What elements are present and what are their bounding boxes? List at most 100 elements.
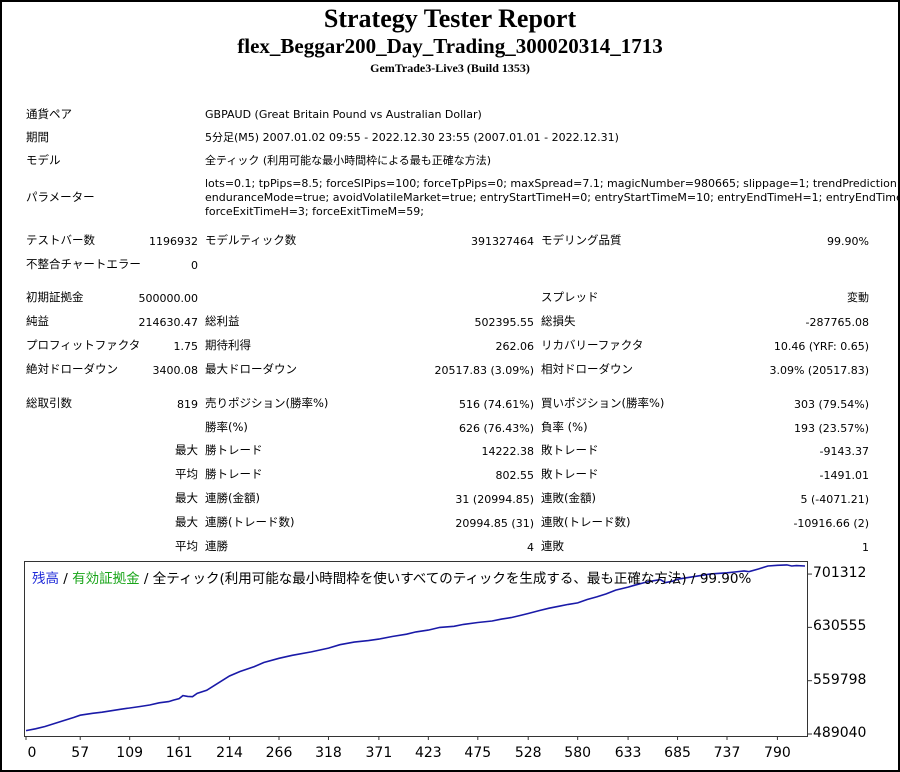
cons-loss-count-label: 連敗(トレード数) xyxy=(541,515,631,529)
x-tick-label: 371 xyxy=(365,745,393,761)
deposit-label: 初期証拠金 xyxy=(26,290,84,304)
mismatch-value: 0 xyxy=(191,259,198,272)
avg-win-value: 802.55 xyxy=(495,469,535,482)
net-profit-value: 214630.47 xyxy=(138,316,199,329)
params-line: lots=0.1; tpPips=8.5; forceSlPips=100; f… xyxy=(205,177,900,190)
y-tick-label: 489040 xyxy=(813,725,867,741)
x-tick-label: 423 xyxy=(414,745,442,761)
gross-profit-label: 総利益 xyxy=(205,314,240,328)
x-tick-label: 318 xyxy=(315,745,342,761)
symbol-value: GBPAUD (Great Britain Pound vs Australia… xyxy=(205,108,482,121)
avg-cons-win-label: 連勝 xyxy=(205,539,228,553)
abs-drawdown-label: 絶対ドローダウン xyxy=(26,362,118,376)
spread-value: 変動 xyxy=(847,291,869,304)
x-tick-label: 161 xyxy=(165,745,193,761)
deposit-value: 500000.00 xyxy=(138,292,199,305)
avg-cons-win-value: 4 xyxy=(527,541,534,554)
avg-cons-loss-value: 1 xyxy=(862,541,869,554)
x-tick-label: 214 xyxy=(216,745,243,761)
long-positions-value: 303 (79.54%) xyxy=(793,398,869,411)
avg-loss-value: -1491.01 xyxy=(819,469,869,482)
cons-win-amount-label: 連勝(金額) xyxy=(205,491,260,505)
max-drawdown-value: 20517.83 (3.09%) xyxy=(434,364,534,377)
x-tick-label: 109 xyxy=(116,745,144,761)
expected-payoff-label: 期待利得 xyxy=(205,338,251,352)
cons-loss-amount-value: 5 (-4071.21) xyxy=(800,493,869,506)
expected-payoff-value: 262.06 xyxy=(495,340,535,353)
x-tick-label: 580 xyxy=(564,745,592,761)
balance-line xyxy=(25,564,806,732)
gross-loss-label: 総損失 xyxy=(541,314,576,328)
bars-value: 1196932 xyxy=(149,235,198,248)
caption-rest: / 全ティック(利用可能な最小時間枠を使いすべてのティックを生成する、最も正確な… xyxy=(139,571,752,587)
max-drawdown-label: 最大ドローダウン xyxy=(205,362,297,376)
largest-loss-value: -9143.37 xyxy=(819,445,869,458)
server-build: GemTrade3-Live3 (Build 1353) xyxy=(370,61,530,75)
net-profit-label: 純益 xyxy=(26,314,49,328)
total-trades-label: 総取引数 xyxy=(26,396,72,410)
long-positions-label: 買いポジション(勝率%) xyxy=(541,396,665,410)
largest-win-label: 勝トレード xyxy=(205,443,263,457)
profit-factor-value: 1.75 xyxy=(173,340,199,353)
loss-rate-value: 193 (23.57%) xyxy=(793,422,869,435)
mismatch-label: 不整合チャートエラー xyxy=(26,257,141,271)
largest-label: 最大 xyxy=(175,515,198,529)
model-value: 全ティック (利用可能な最小時間枠による最も正確な方法) xyxy=(205,154,492,167)
cons-win-count-value: 20994.85 (31) xyxy=(455,517,534,530)
recovery-factor-value: 10.46 (YRF: 0.65) xyxy=(773,340,869,353)
x-tick-label: 737 xyxy=(713,745,741,761)
average-label: 平均 xyxy=(175,467,198,481)
x-tick-label: 528 xyxy=(514,745,542,761)
balance-chart xyxy=(24,561,812,740)
profit-factor-label: プロフィットファクタ xyxy=(26,338,141,352)
short-positions-value: 516 (74.61%) xyxy=(458,398,534,411)
x-tick-label: 685 xyxy=(664,745,691,761)
x-tick-label: 633 xyxy=(614,745,642,761)
model-label: モデル xyxy=(26,153,61,167)
spread-label: スプレッド xyxy=(541,290,599,304)
ticks-label: モデルティック数 xyxy=(205,233,297,247)
abs-drawdown-value: 3400.08 xyxy=(152,364,199,377)
gross-loss-value: -287765.08 xyxy=(805,316,869,329)
ticks-value: 391327464 xyxy=(471,235,534,248)
params-value: lots=0.1; tpPips=8.5; forceSlPips=100; f… xyxy=(205,177,900,219)
period-value: 5分足(M5) 2007.01.02 09:55 - 2022.12.30 23… xyxy=(205,131,619,144)
loss-rate-label: 負率 (%) xyxy=(541,420,588,434)
recovery-factor-label: リカバリーファクタ xyxy=(541,338,644,352)
params-line: enduranceMode=true; avoidVolatileMarket=… xyxy=(205,191,900,204)
largest-loss-label: 敗トレード xyxy=(541,443,599,457)
params-line: forceExitTimeH=3; forceExitTimeM=59; xyxy=(205,205,424,218)
caption-balance: 残高 xyxy=(32,571,59,587)
params-label: パラメーター xyxy=(26,190,95,204)
largest-win-value: 14222.38 xyxy=(481,445,535,458)
cons-loss-amount-label: 連敗(金額) xyxy=(541,491,596,505)
total-trades-value: 819 xyxy=(177,398,198,411)
largest-label: 最大 xyxy=(175,491,198,505)
ea-name: flex_Beggar200_Day_Trading_300020314_171… xyxy=(237,34,663,58)
cons-win-amount-value: 31 (20994.85) xyxy=(455,493,534,506)
avg-loss-label: 敗トレード xyxy=(541,467,599,481)
largest-label: 最大 xyxy=(175,443,198,457)
chart-caption: 残高 / 有効証拠金 / 全ティック(利用可能な最小時間枠を使いすべてのティック… xyxy=(32,567,751,587)
x-tick-label: 57 xyxy=(71,745,90,761)
report-title: Strategy Tester Report xyxy=(323,4,577,33)
symbol-label: 通貨ペア xyxy=(26,107,72,121)
win-rate-label: 勝率(%) xyxy=(205,420,248,434)
average-label: 平均 xyxy=(175,539,198,553)
plot-area xyxy=(24,561,808,737)
y-tick-label: 630555 xyxy=(813,618,867,635)
cons-loss-count-value: -10916.66 (2) xyxy=(793,517,869,530)
y-tick-label: 559798 xyxy=(813,671,867,688)
x-tick-label: 266 xyxy=(265,745,293,761)
win-rate-value: 626 (76.43%) xyxy=(458,422,534,435)
rel-drawdown-value: 3.09% (20517.83) xyxy=(769,364,869,377)
period-label: 期間 xyxy=(26,130,49,144)
avg-cons-loss-label: 連敗 xyxy=(541,539,564,553)
rel-drawdown-label: 相対ドローダウン xyxy=(541,362,633,376)
quality-label: モデリング品質 xyxy=(541,233,622,247)
caption-sep: / xyxy=(59,571,73,587)
short-positions-label: 売りポジション(勝率%) xyxy=(205,396,329,410)
quality-value: 99.90% xyxy=(827,235,869,248)
bars-label: テストバー数 xyxy=(26,233,95,247)
